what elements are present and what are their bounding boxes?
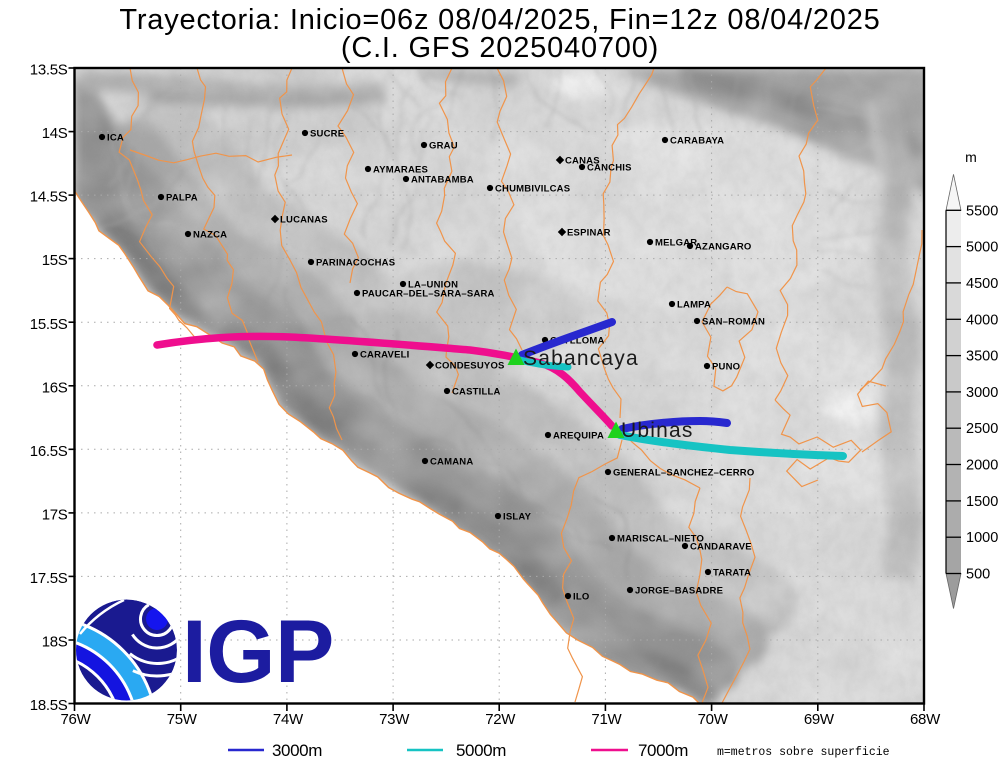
svg-text:ILO: ILO [573,591,589,602]
svg-text:LA–UNION: LA–UNION [408,279,458,290]
svg-text:AREQUIPA: AREQUIPA [553,430,604,441]
svg-text:16S: 16S [42,379,68,396]
svg-text:3000: 3000 [966,385,998,401]
svg-text:MARISCAL–NIETO: MARISCAL–NIETO [617,533,704,544]
svg-text:2500: 2500 [966,421,998,437]
svg-text:18.5S: 18.5S [30,697,68,714]
svg-text:NAZCA: NAZCA [193,229,227,240]
svg-text:ICA: ICA [107,132,124,143]
svg-text:73W: 73W [379,711,410,728]
svg-text:16.5S: 16.5S [30,443,68,460]
svg-text:70W: 70W [698,711,729,728]
svg-text:JORGE–BASADRE: JORGE–BASADRE [635,585,723,596]
svg-text:18S: 18S [42,634,68,651]
svg-text:m: m [965,149,977,165]
svg-text:CASTILLA: CASTILLA [452,386,501,397]
svg-text:72W: 72W [485,711,516,728]
svg-text:m=metros sobre superficie: m=metros sobre superficie [717,746,890,759]
svg-text:1000: 1000 [966,530,998,546]
svg-text:PAUCAR–DEL–SARA–SARA: PAUCAR–DEL–SARA–SARA [362,288,495,299]
svg-text:AYMARAES: AYMARAES [373,164,428,175]
svg-text:76W: 76W [61,711,92,728]
svg-text:71W: 71W [591,711,622,728]
svg-text:IGP: IGP [182,601,334,701]
svg-text:4500: 4500 [966,276,998,292]
svg-text:CARABAYA: CARABAYA [670,135,724,146]
svg-text:Sabancaya: Sabancaya [523,347,639,370]
svg-text:ISLAY: ISLAY [503,511,532,522]
svg-text:Trayectoria: Inicio=06z 08/04/: Trayectoria: Inicio=06z 08/04/2025, Fin=… [119,4,880,36]
svg-text:500: 500 [966,567,990,583]
svg-text:17.5S: 17.5S [30,570,68,587]
svg-text:GRAU: GRAU [429,140,458,151]
svg-text:69W: 69W [804,711,835,728]
svg-text:3000m: 3000m [272,741,322,760]
svg-text:68W: 68W [910,711,941,728]
svg-text:LUCANAS: LUCANAS [280,214,328,225]
svg-text:75W: 75W [167,711,198,728]
svg-text:5500: 5500 [966,203,998,219]
svg-text:MELGAR: MELGAR [655,237,697,248]
svg-text:14S: 14S [42,125,68,142]
svg-text:PARINACOCHAS: PARINACOCHAS [316,257,395,268]
svg-text:7000m: 7000m [638,741,688,760]
svg-text:SAN–ROMAN: SAN–ROMAN [702,316,765,327]
svg-text:15.5S: 15.5S [30,316,68,333]
svg-text:17S: 17S [42,507,68,524]
svg-text:3500: 3500 [966,349,998,365]
svg-text:Ubinas: Ubinas [621,419,694,442]
svg-text:ESPINAR: ESPINAR [567,227,611,238]
svg-text:CHUMBIVILCAS: CHUMBIVILCAS [495,183,570,194]
svg-text:CAYLLOMA: CAYLLOMA [550,335,605,346]
svg-text:PUNO: PUNO [712,361,740,372]
svg-text:2000: 2000 [966,458,998,474]
svg-text:CANAS: CANAS [565,155,600,166]
svg-text:CANCHIS: CANCHIS [587,162,632,173]
svg-text:15S: 15S [42,252,68,269]
svg-text:LAMPA: LAMPA [677,299,711,310]
svg-text:74W: 74W [273,711,304,728]
svg-text:TARATA: TARATA [713,567,751,578]
svg-text:5000: 5000 [966,240,998,256]
svg-text:CARAVELI: CARAVELI [360,349,409,360]
svg-text:(C.I. GFS 2025040700): (C.I. GFS 2025040700) [341,32,659,64]
svg-text:4000: 4000 [966,312,998,328]
svg-text:CANDARAVE: CANDARAVE [690,541,752,552]
svg-text:PALPA: PALPA [166,192,198,203]
svg-text:GENERAL–SANCHEZ–CERRO: GENERAL–SANCHEZ–CERRO [613,467,754,478]
svg-text:SUCRE: SUCRE [310,128,344,139]
svg-text:1500: 1500 [966,494,998,510]
svg-text:5000m: 5000m [456,741,506,760]
svg-text:ANTABAMBA: ANTABAMBA [411,174,474,185]
svg-text:CONDESUYOS: CONDESUYOS [435,360,505,371]
svg-text:CAMANA: CAMANA [430,456,473,467]
svg-text:13.5S: 13.5S [30,62,68,79]
svg-text:AZANGARO: AZANGARO [695,241,752,252]
svg-text:14.5S: 14.5S [30,189,68,206]
